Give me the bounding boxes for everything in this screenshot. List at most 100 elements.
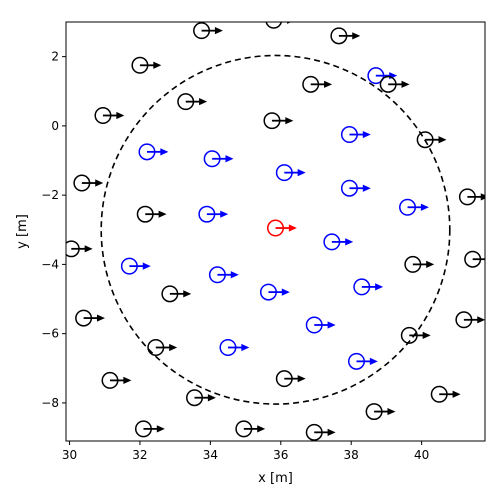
outside-arrow-head [327,428,336,436]
inside-arrow-head [345,238,354,246]
inside-arrow-head [297,169,306,177]
inside-agent [353,278,384,296]
x-tick-label: 38 [344,448,359,462]
outside-arrow-head [480,193,485,201]
outside-agent [147,339,178,357]
inside-arrow-head [241,343,250,352]
y-tick-label: 2 [51,50,59,64]
outside-agent [330,27,361,45]
outside-agent [235,420,266,438]
y-tick-label: −6 [41,327,59,341]
x-axis-label: x [m] [258,471,293,486]
inside-arrow-head [362,184,371,192]
outside-arrow-head [96,314,105,322]
y-tick-label: −4 [41,257,59,271]
y-tick-label: −8 [41,396,59,410]
outside-arrow-head [324,80,333,88]
outside-agent [404,255,435,273]
inside-arrow-head [327,321,336,329]
outside-arrow-head [95,179,104,187]
outside-agent [275,370,306,388]
y-tick-label: −2 [41,188,59,202]
inside-agent [198,205,229,223]
inside-agent [275,164,306,182]
y-tick-label: 0 [51,119,59,133]
outside-agent [94,106,125,124]
outside-agent [161,285,192,303]
outside-arrow-head [452,390,461,398]
outside-agent [134,420,165,438]
outside-agent [305,423,336,441]
outside-agent [430,385,461,403]
outside-agent [455,311,485,329]
outside-agent [263,112,294,130]
outside-arrow-head [123,376,132,385]
inside-agent [305,316,336,334]
inside-agent [259,283,290,301]
outside-arrow-head [401,80,410,88]
outside-arrow-head [183,290,192,298]
outside-arrow-head [297,375,306,383]
outside-arrow-head [207,394,216,402]
ego-arrow-head [288,224,297,232]
outside-arrow-head [387,407,396,416]
inside-agent [340,126,371,144]
outside-arrow-head [257,425,266,433]
inside-agent [340,179,371,197]
y-axis-ticks: 2 0 −2 −4 −6 −8 [41,50,66,410]
outside-arrow-head [199,98,208,106]
x-tick-label: 30 [62,448,77,462]
inside-arrow-head [362,130,371,139]
axes-frame [65,21,486,442]
outside-agent [101,371,132,389]
inside-agent [208,266,239,284]
x-axis-ticks: 30 32 34 36 38 40 [62,441,429,462]
outside-agent-circle [265,22,283,29]
outside-agent [400,326,431,344]
outside-agent [177,93,208,111]
inside-arrow-head [160,148,169,156]
outside-arrow-head [422,331,431,339]
inside-agent [323,233,354,251]
outside-arrow-head [438,136,447,144]
outside-arrow-head [426,260,435,268]
outside-agent [136,205,167,223]
inside-agent [203,150,234,168]
x-tick-label: 40 [414,448,429,462]
ego-agent [267,219,297,237]
outside-agent [379,75,410,93]
x-tick-label: 32 [132,448,147,462]
inside-agent [219,339,250,357]
inside-arrow-head [375,283,384,291]
outside-arrow-head [116,111,125,120]
outside-arrow-head [214,27,223,35]
outside-agent [365,403,396,421]
inside-arrow-head [225,155,234,163]
inside-arrow-head [369,357,378,365]
outside-arrow-head [169,343,178,352]
outside-arrow-head [156,425,165,433]
outside-agent [66,240,93,258]
outside-agent [458,188,485,206]
inside-agent [138,143,169,161]
inside-arrow-head [420,203,429,211]
outside-arrow-head [352,32,361,40]
outside-arrow-head [285,117,294,125]
outside-agent [193,22,223,40]
plot-area [66,22,485,441]
outside-arrow-head [158,210,167,218]
y-axis-label: y [m] [15,214,30,249]
outside-agent [416,131,447,149]
boundary-circle [100,54,451,405]
x-tick-label: 34 [203,448,218,462]
outside-agent [131,56,162,74]
x-tick-label: 36 [273,448,288,462]
outside-agent [302,75,333,93]
inside-agent [399,198,429,216]
outside-agent [75,309,105,327]
outside-arrow-head [477,316,485,324]
inside-arrow-head [220,210,229,218]
inside-arrow-head [281,288,290,296]
